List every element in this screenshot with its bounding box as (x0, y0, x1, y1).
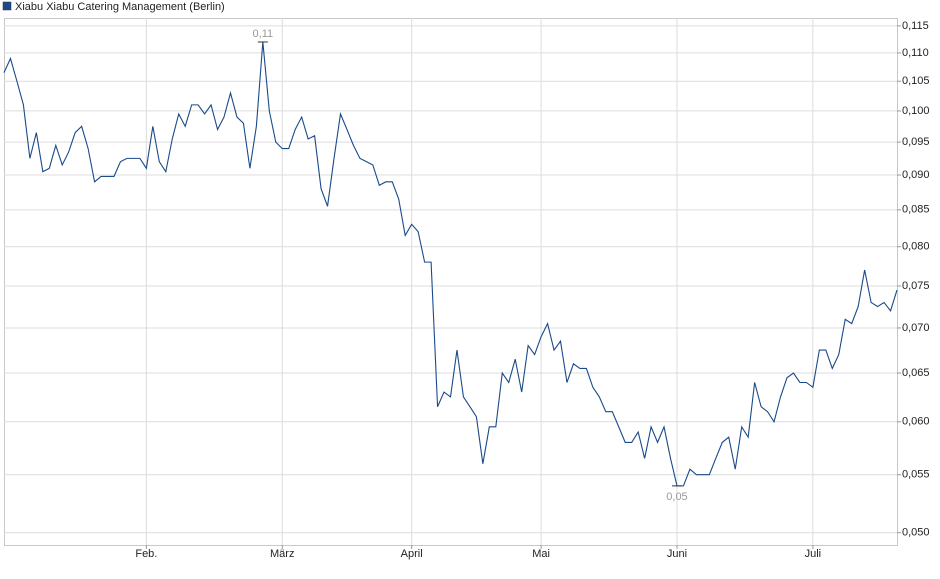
y-tick-label: 0,085 (902, 204, 930, 216)
y-tick-label: 0,105 (902, 75, 930, 87)
y-tick-label: 0,080 (902, 241, 930, 253)
x-tick-label: Feb. (135, 548, 157, 560)
annotation-label: 0,11 (253, 28, 274, 40)
x-tick-label: Juli (805, 548, 822, 560)
y-tick-label: 0,075 (902, 280, 930, 292)
y-tick-label: 0,110 (902, 47, 929, 59)
y-tick-label: 0,050 (902, 527, 930, 539)
price-line (3, 41, 898, 487)
plot-frame (4, 18, 898, 546)
y-tick-label: 0,055 (902, 469, 930, 481)
annotation-label: 0,05 (666, 491, 687, 503)
legend-swatch (2, 1, 12, 11)
y-tick-label: 0,095 (902, 136, 930, 148)
x-tick-label: Juni (667, 548, 687, 560)
y-tick-label: 0,090 (902, 169, 930, 181)
y-tick-label: 0,115 (902, 20, 929, 32)
x-tick-label: März (270, 548, 294, 560)
legend-label: Xiabu Xiabu Catering Management (Berlin) (15, 1, 225, 13)
y-tick-label: 0,060 (902, 416, 930, 428)
y-tick-label: 0,065 (902, 367, 930, 379)
x-tick-label: Mai (532, 548, 550, 560)
x-tick-label: April (401, 548, 423, 560)
y-tick-label: 0,070 (902, 322, 930, 334)
y-tick-label: 0,100 (902, 105, 930, 117)
